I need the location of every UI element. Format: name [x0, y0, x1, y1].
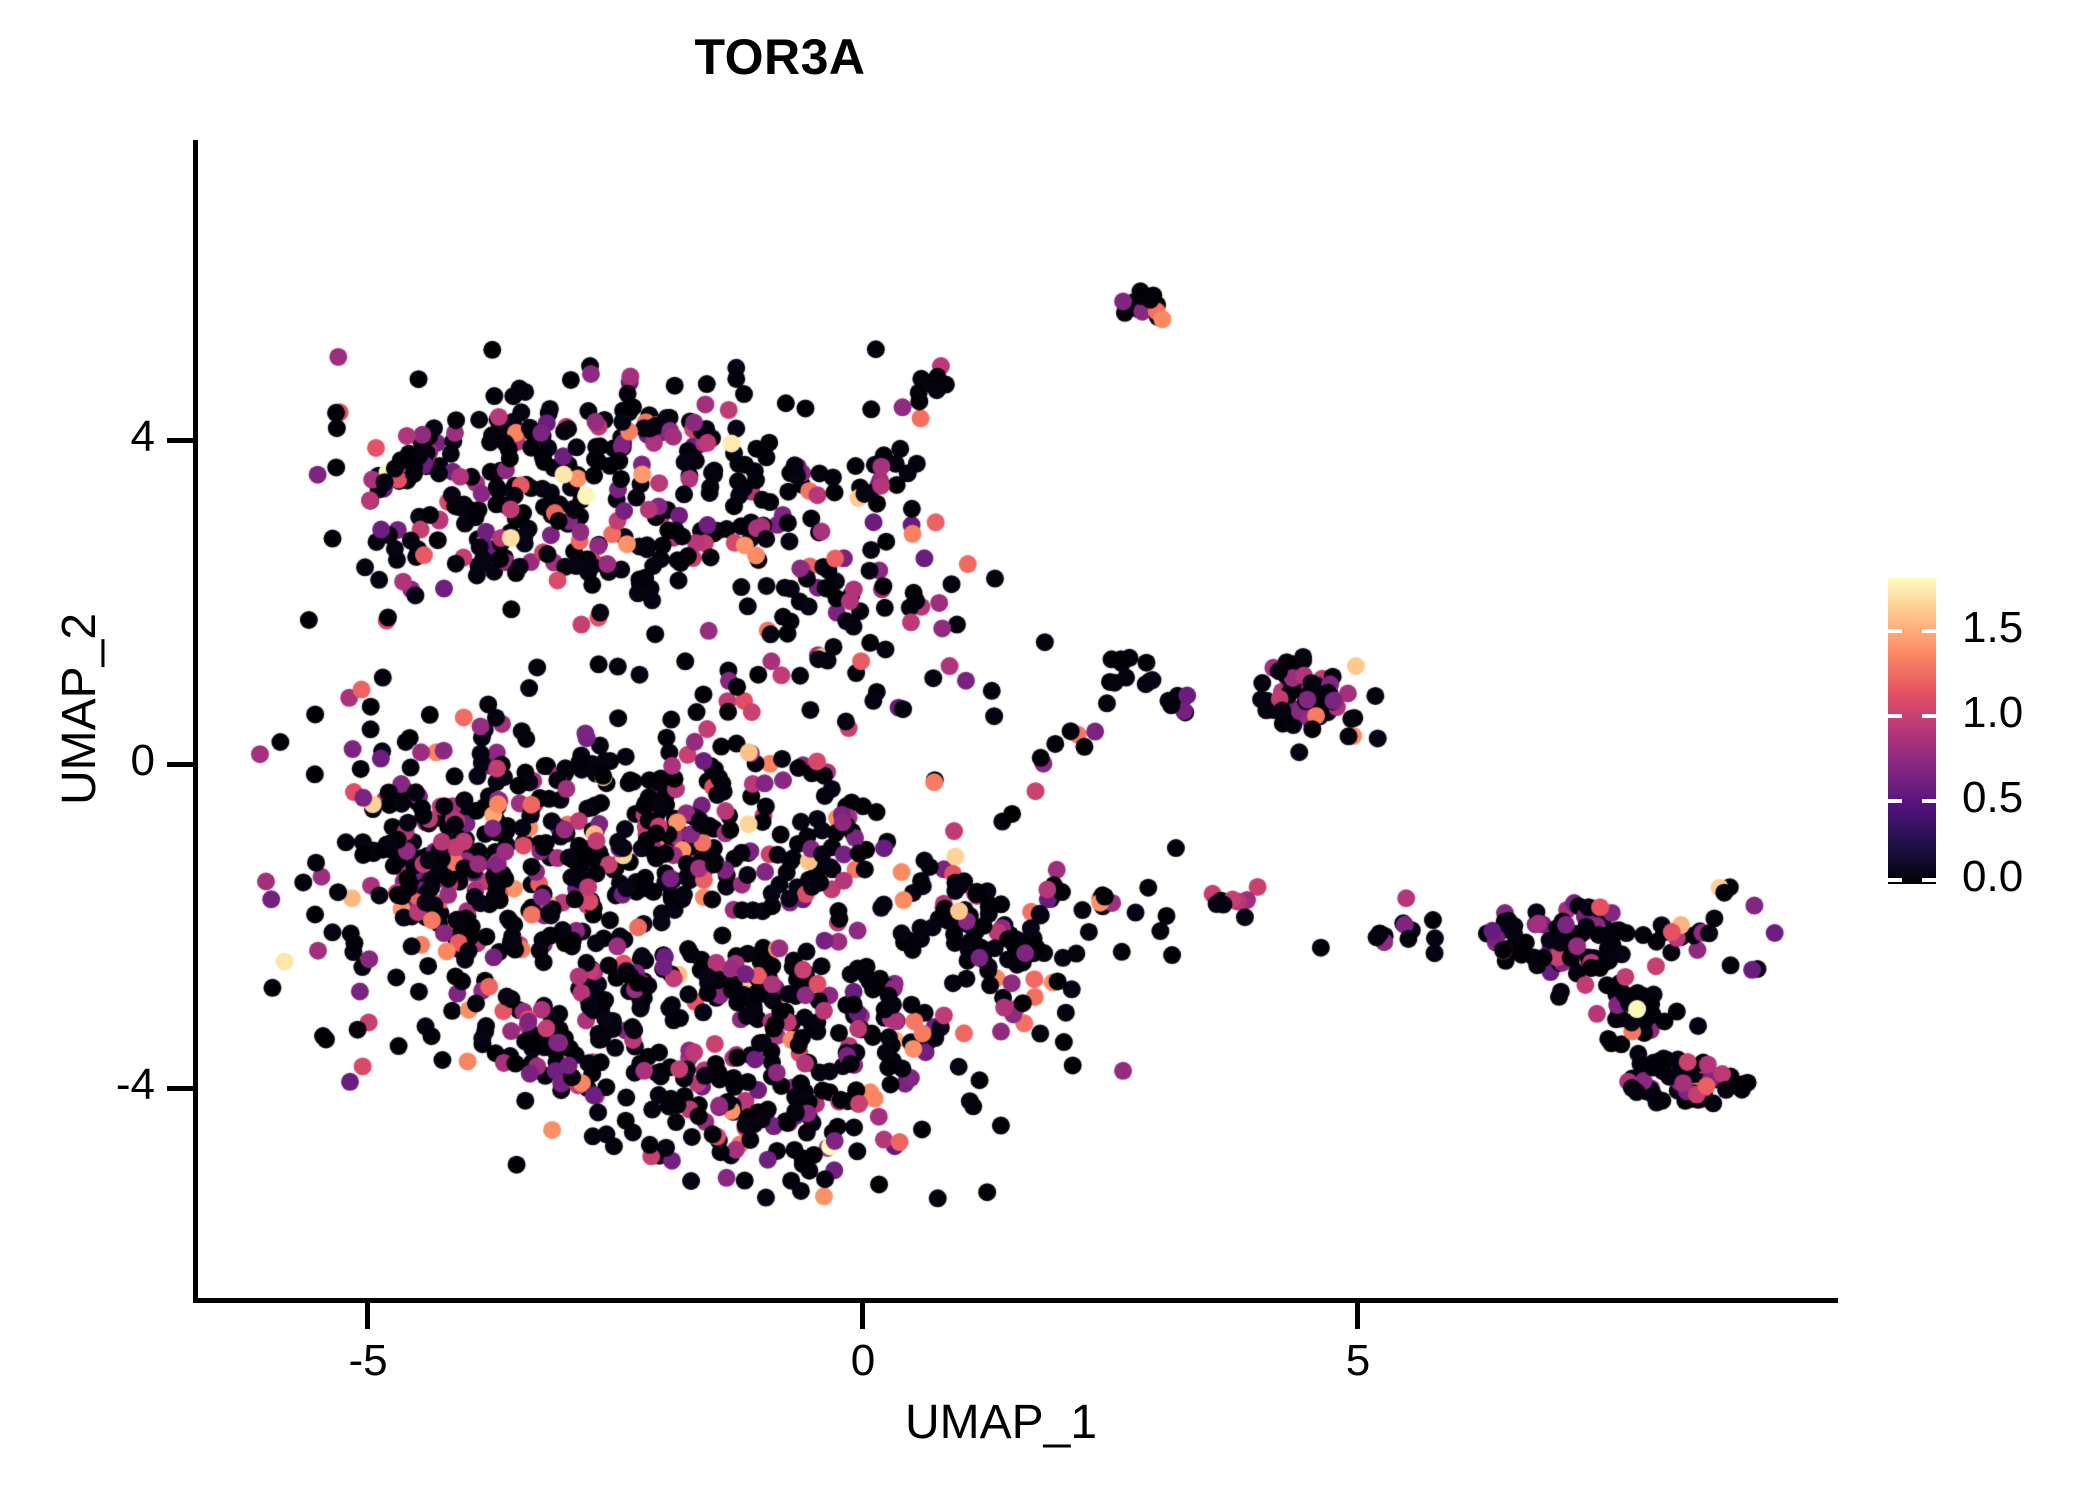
colorbar-tick-1_0-right: [1922, 714, 1936, 718]
colorbar: [1888, 578, 1936, 884]
colorbar-tick-0_0-right: [1922, 878, 1936, 882]
y-axis-title: UMAP_2: [53, 612, 106, 805]
colorbar-tick-1_5-right: [1922, 629, 1936, 633]
y-tick-label-minus4: -4: [115, 1060, 155, 1109]
x-tick-label-5: 5: [1345, 1336, 1371, 1385]
colorbar-label-1_5: 1.5: [1962, 603, 2024, 652]
x-tick-mark-5: [1355, 1303, 1360, 1329]
colorbar-tick-0_5: [1888, 799, 1902, 803]
colorbar-tick-0_0: [1888, 878, 1902, 882]
y-tick-label-0: 0: [130, 736, 155, 785]
colorbar-tick-0_5-right: [1922, 799, 1936, 803]
x-axis-line: [193, 1298, 1838, 1303]
x-tick-mark-minus5: [365, 1303, 370, 1329]
colorbar-label-0_5: 0.5: [1962, 773, 2024, 822]
x-tick-label-0: 0: [850, 1336, 876, 1385]
y-axis-line: [193, 140, 198, 1303]
colorbar-label-0_0: 0.0: [1962, 852, 2024, 901]
colorbar-tick-1_0: [1888, 714, 1902, 718]
colorbar-tick-1_5: [1888, 629, 1902, 633]
x-tick-label-minus5: -5: [348, 1336, 388, 1385]
y-tick-mark-minus4: [167, 1086, 193, 1091]
y-tick-mark-0: [167, 762, 193, 767]
x-tick-mark-0: [860, 1303, 865, 1329]
y-tick-mark-4: [167, 438, 193, 443]
x-axis-title: UMAP_1: [905, 1396, 1098, 1449]
y-tick-label-4: 4: [130, 412, 155, 461]
colorbar-label-1_0: 1.0: [1962, 688, 2024, 737]
